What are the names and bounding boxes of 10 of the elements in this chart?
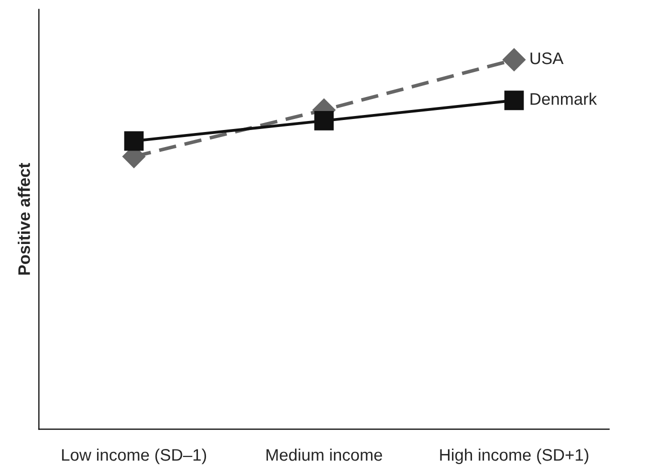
- x-tick-label: High income (SD+1): [440, 448, 588, 464]
- series-label: USA: [530, 52, 564, 64]
- point: [502, 48, 526, 72]
- point: [124, 131, 144, 151]
- y-axis-title: Positive affect: [18, 162, 30, 275]
- x-tick-label: Low income (SD–1): [62, 448, 206, 464]
- point: [504, 90, 524, 110]
- series-label: Denmark: [530, 92, 597, 105]
- x-tick-label: Medium income: [266, 448, 382, 461]
- point: [314, 110, 334, 130]
